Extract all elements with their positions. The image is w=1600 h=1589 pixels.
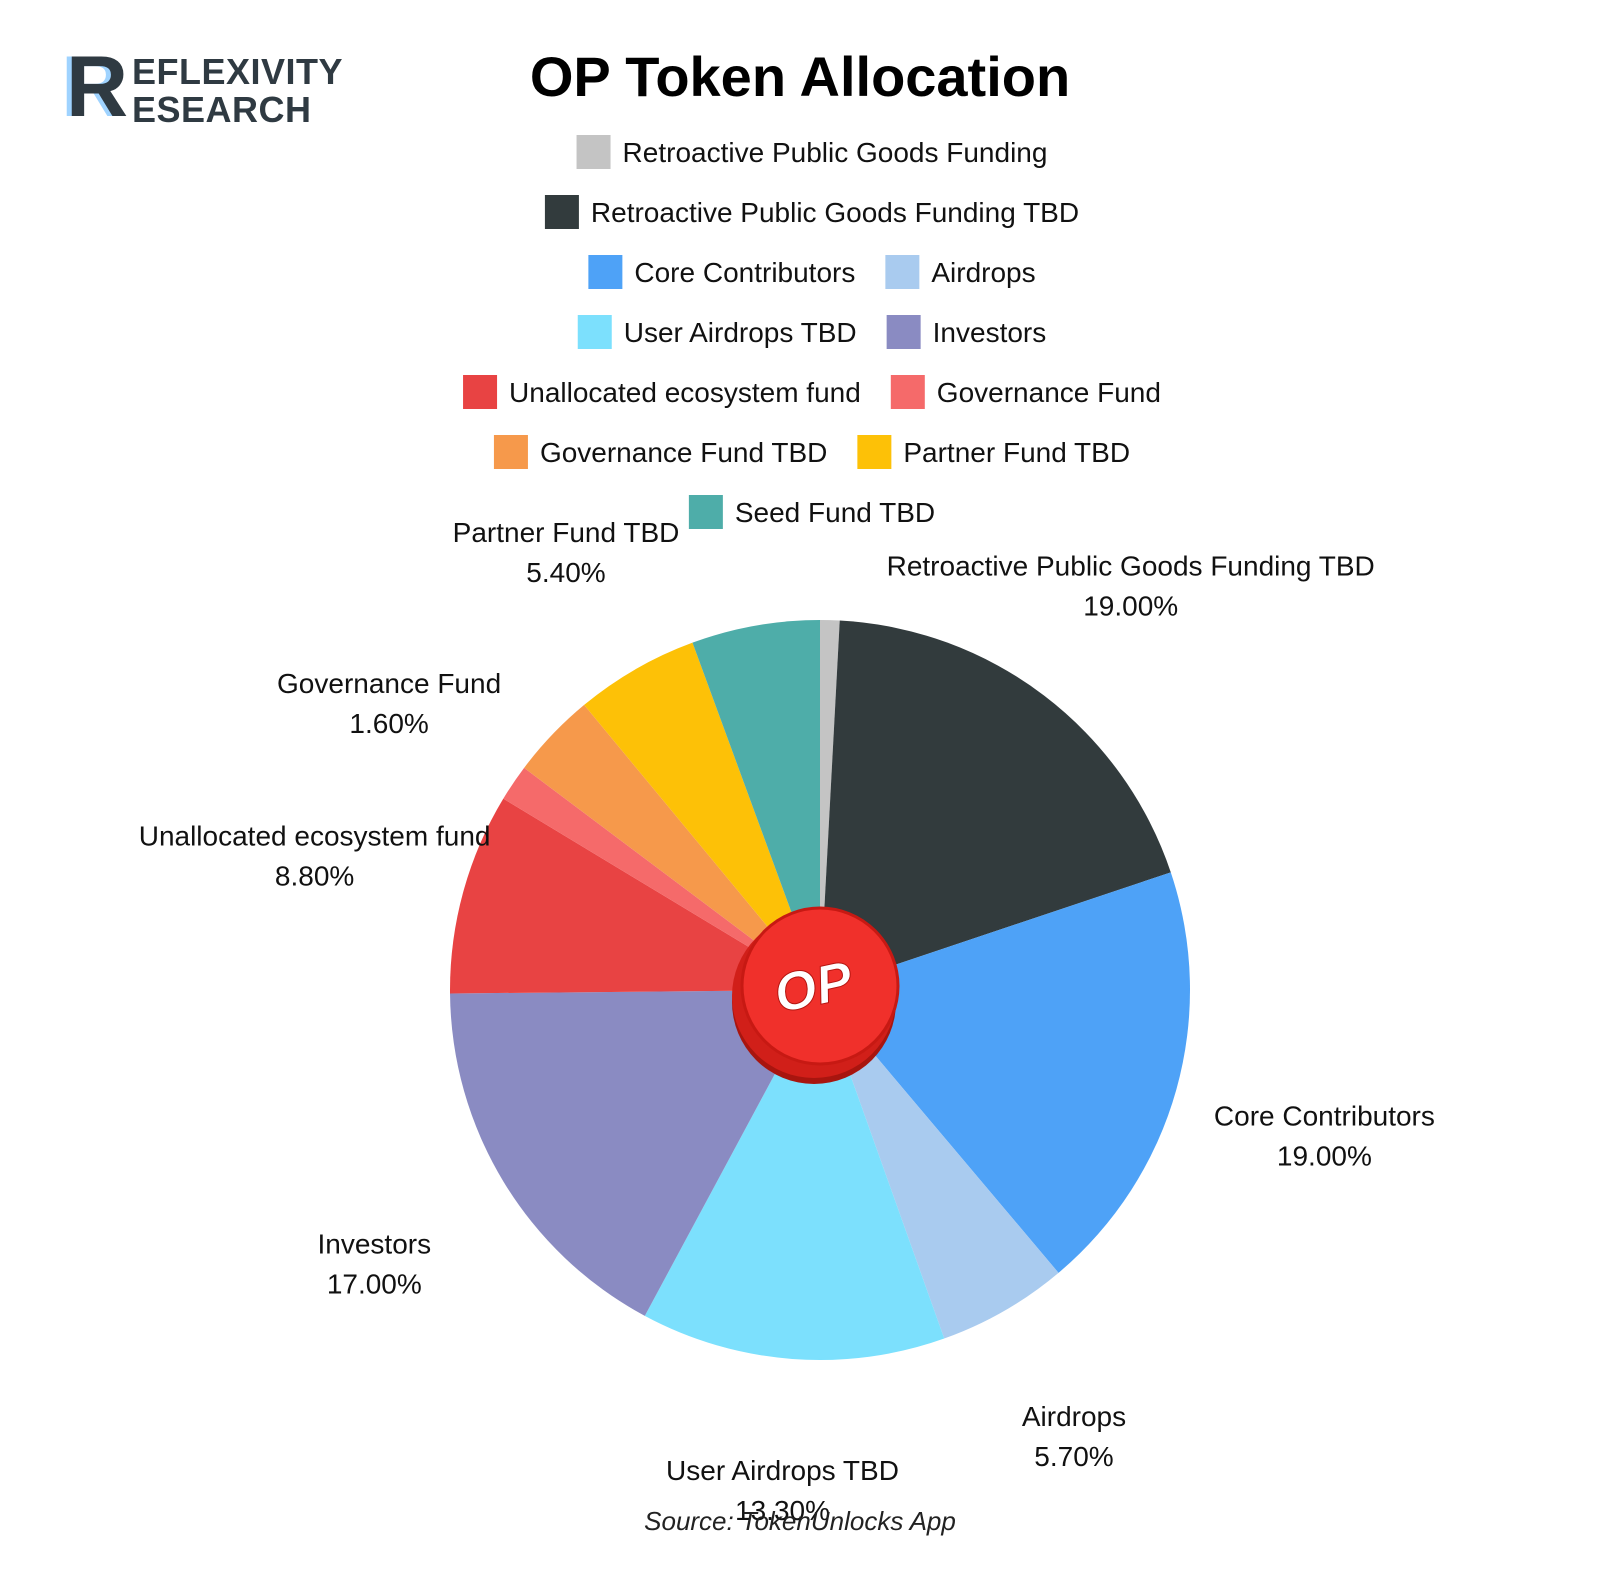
slice-label-value: 5.70% [1034,1441,1113,1472]
slice-label-governance-fund: Governance Fund 1.60% [277,668,501,739]
pie-slice-retroactive-public-goods-funding-tbd [820,620,1171,990]
slice-label-value: 13.30% [735,1495,830,1526]
slice-label-name: Retroactive Public Goods Funding TBD [887,551,1375,582]
slice-label-name: Core Contributors [1214,1100,1435,1131]
logo-line-1: EFLEXIVITY [132,51,344,92]
pie-slice-airdrops [820,990,1059,1339]
pie-slice-unallocated-ecosystem-fund [450,798,820,994]
legend-label: Retroactive Public Goods Funding [623,137,1048,168]
legend-swatch [885,255,920,289]
op-coin-badge: OP [732,906,900,1084]
legend-swatch [576,135,611,169]
legend-swatch [463,375,498,409]
pie-slice-investors [450,990,820,1316]
slice-label-value: 1.60% [349,708,428,739]
legend-label: Unallocated ecosystem fund [509,377,861,408]
legend-swatch [857,435,892,469]
slice-label-airdrops: Airdrops 5.70% [1022,1401,1126,1472]
legend-swatch [588,255,623,289]
legend-swatch [890,375,925,409]
legend-label: Partner Fund TBD [903,437,1130,468]
coin-face [740,906,900,1066]
legend-swatch [688,495,723,529]
slice-labels: Retroactive Public Goods Funding TBD 19.0… [139,517,1435,1526]
slice-label-value: 17.00% [327,1268,422,1299]
slice-label-partner-fund-tbd: Partner Fund TBD 5.40% [453,517,680,588]
slice-label-value: 19.00% [1083,591,1178,622]
source-note: Source: TokenUnlocks App [644,1506,956,1536]
legend-label: User Airdrops TBD [624,317,857,348]
slice-label-name: Investors [317,1228,431,1259]
slice-label-value: 5.40% [526,557,605,588]
legend-label: Core Contributors [634,257,855,288]
slice-label-value: 19.00% [1277,1140,1372,1171]
legend-item-user-airdrops-tbd: User Airdrops TBD [577,315,857,349]
legend-swatch [544,195,579,229]
legend-item-core-contributors: Core Contributors [588,255,855,289]
legend-swatch [577,315,612,349]
legend-swatch [493,435,528,469]
legend-item-seed-fund-tbd: Seed Fund TBD [688,495,935,529]
slice-label-name: Unallocated ecosystem fund [139,821,491,852]
legend-item-governance-fund: Governance Fund [890,375,1161,409]
pie-slices [450,620,1191,1361]
legend-label: Seed Fund TBD [735,497,935,528]
legend-item-investors: Investors [886,315,1047,349]
pie-slice-user-airdrops-tbd [644,990,945,1361]
legend-item-governance-fund-tbd: Governance Fund TBD [493,435,827,469]
pie-slice-governance-fund [503,767,820,990]
legend-swatch [886,315,921,349]
legend-label: Retroactive Public Goods Funding TBD [591,197,1079,228]
pie-slice-partner-fund-tbd [584,642,820,990]
slice-label-name: User Airdrops TBD [666,1455,899,1486]
slice-label-name: Governance Fund [277,668,501,699]
reflexivity-research-logo: R EFLEXIVITY ESEARCH [66,44,366,130]
logo-initial: R [66,39,129,135]
legend-label: Investors [933,317,1047,348]
pie-slice-governance-fund-tbd [524,704,820,990]
slice-label-unallocated-ecosystem-fund: Unallocated ecosystem fund 8.80% [139,821,491,892]
legend-label: Airdrops [931,257,1035,288]
slice-label-core-contributors: Core Contributors 19.00% [1214,1100,1435,1171]
pie-slice-seed-fund-tbd [692,620,820,990]
legend-item-airdrops: Airdrops [885,255,1036,289]
slice-label-name: Airdrops [1022,1401,1126,1432]
legend-item-partner-fund-tbd: Partner Fund TBD [857,435,1130,469]
slice-label-value: 8.80% [275,861,354,892]
slice-label-user-airdrops-tbd: User Airdrops TBD 13.30% [666,1455,899,1526]
legend-item-retroactive-public-goods-funding: Retroactive Public Goods Funding [576,135,1048,169]
slice-label-retroactive-public-goods-funding-tbd: Retroactive Public Goods Funding TBD 19.0… [887,551,1375,622]
legend-label: Governance Fund TBD [540,437,827,468]
legend-label: Governance Fund [937,377,1161,408]
slice-label-name: Partner Fund TBD [453,517,680,548]
chart-title: OP Token Allocation [529,45,1071,108]
legend-item-retroactive-public-goods-funding-tbd: Retroactive Public Goods Funding TBD [544,195,1079,229]
legend-item-unallocated-ecosystem-fund: Unallocated ecosystem fund [463,375,861,409]
pie-slice-core-contributors [820,872,1191,1273]
legend: Retroactive Public Goods Funding Retroact… [463,135,1161,529]
logo-line-2: ESEARCH [132,89,312,130]
pie-slice-retroactive-public-goods-funding [820,620,840,990]
slice-label-investors: Investors 17.00% [317,1228,431,1299]
